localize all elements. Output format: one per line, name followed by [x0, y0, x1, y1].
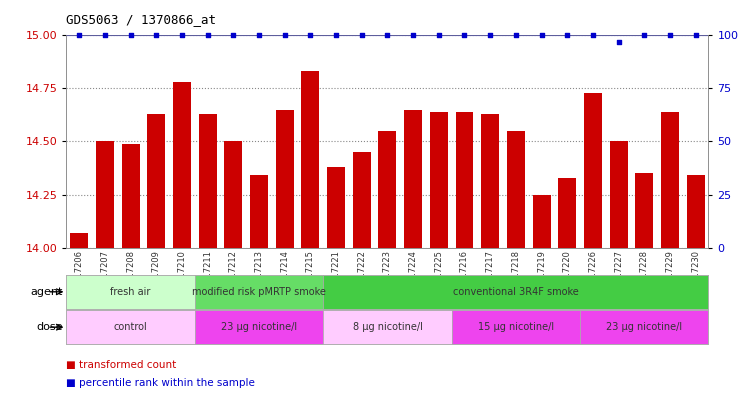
Bar	[533, 195, 551, 248]
Bar	[250, 175, 268, 248]
Bar	[66, 310, 195, 344]
Text: modified risk pMRTP smoke: modified risk pMRTP smoke	[192, 287, 326, 297]
Point	[407, 32, 419, 39]
Point	[458, 32, 470, 39]
Text: 8 μg nicotine/l: 8 μg nicotine/l	[353, 322, 422, 332]
Bar	[507, 131, 525, 248]
Bar	[455, 112, 474, 248]
Point	[562, 32, 573, 39]
Bar	[323, 310, 452, 344]
Point	[201, 32, 213, 39]
Bar	[173, 82, 191, 248]
Point	[99, 32, 111, 39]
Point	[73, 32, 85, 39]
Bar	[584, 93, 602, 248]
Point	[484, 32, 496, 39]
Text: fresh air: fresh air	[111, 287, 151, 297]
Text: ■ percentile rank within the sample: ■ percentile rank within the sample	[66, 378, 255, 388]
Bar	[276, 110, 294, 248]
Bar	[96, 141, 114, 248]
Point	[587, 32, 599, 39]
Text: dose: dose	[36, 322, 63, 332]
Bar	[224, 141, 242, 248]
Text: 23 μg nicotine/l: 23 μg nicotine/l	[221, 322, 297, 332]
Point	[151, 32, 162, 39]
Point	[279, 32, 291, 39]
Bar	[301, 72, 320, 248]
Point	[536, 32, 548, 39]
Point	[305, 32, 317, 39]
Bar	[580, 310, 708, 344]
Bar	[195, 310, 323, 344]
Bar	[70, 233, 89, 248]
Point	[227, 32, 239, 39]
Bar	[404, 110, 422, 248]
Text: ■ transformed count: ■ transformed count	[66, 360, 176, 371]
Bar	[148, 114, 165, 248]
Bar	[199, 114, 217, 248]
Bar	[452, 310, 580, 344]
Point	[433, 32, 445, 39]
Point	[510, 32, 522, 39]
Bar	[635, 173, 653, 248]
Text: control: control	[114, 322, 148, 332]
Text: 23 μg nicotine/l: 23 μg nicotine/l	[606, 322, 683, 332]
Bar	[610, 141, 627, 248]
Bar	[327, 167, 345, 248]
Point	[176, 32, 188, 39]
Point	[253, 32, 265, 39]
Point	[638, 32, 650, 39]
Text: GDS5063 / 1370866_at: GDS5063 / 1370866_at	[66, 13, 216, 26]
Point	[382, 32, 393, 39]
Point	[613, 39, 624, 45]
Point	[356, 32, 368, 39]
Point	[690, 32, 702, 39]
Bar	[195, 275, 323, 309]
Point	[330, 32, 342, 39]
Bar	[122, 143, 139, 248]
Text: 15 μg nicotine/l: 15 μg nicotine/l	[477, 322, 554, 332]
Text: agent: agent	[30, 287, 63, 297]
Bar	[686, 175, 705, 248]
Bar	[558, 178, 576, 248]
Bar	[481, 114, 499, 248]
Bar	[66, 275, 195, 309]
Text: conventional 3R4F smoke: conventional 3R4F smoke	[453, 287, 579, 297]
Point	[125, 32, 137, 39]
Bar	[430, 112, 448, 248]
Bar	[379, 131, 396, 248]
Point	[664, 32, 676, 39]
Bar	[661, 112, 679, 248]
Bar	[353, 152, 370, 248]
Bar	[323, 275, 708, 309]
